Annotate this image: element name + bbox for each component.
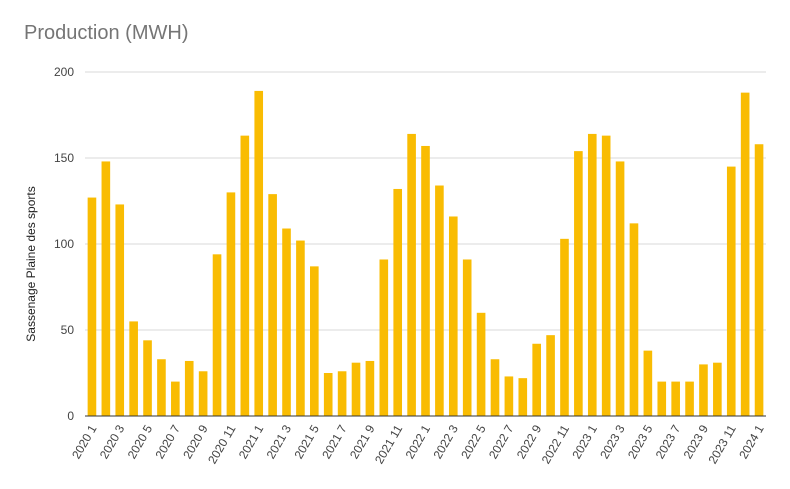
bar <box>713 362 722 416</box>
bar <box>754 144 764 417</box>
bar <box>699 364 708 416</box>
y-axis-ticks: 0 50 100 150 200 <box>54 65 74 423</box>
x-tick-label: 2023 5 <box>625 422 656 461</box>
bar <box>226 192 236 416</box>
x-tick-label: 2020 7 <box>152 422 183 461</box>
x-tick-label: 2021 11 <box>372 422 406 466</box>
bar <box>587 133 597 417</box>
bar <box>101 161 111 416</box>
x-tick-label: 2023 11 <box>705 422 739 466</box>
bar <box>310 266 319 416</box>
bar <box>448 216 458 416</box>
bar <box>560 238 569 416</box>
x-tick-label: 2023 7 <box>653 422 684 461</box>
bar <box>296 240 305 416</box>
bar <box>171 381 180 416</box>
bar <box>407 133 416 417</box>
bar <box>629 223 639 416</box>
bar <box>282 228 291 416</box>
bar <box>143 340 152 416</box>
bar <box>643 350 653 416</box>
y-axis-label: Sassenage Plaine des sports <box>24 186 38 341</box>
bar <box>212 254 222 416</box>
x-tick-label: 2022 1 <box>403 422 434 461</box>
x-tick-label: 2021 3 <box>264 422 295 461</box>
x-tick-label: 2022 11 <box>539 422 573 466</box>
bar <box>490 359 500 416</box>
bar <box>574 151 583 416</box>
bar <box>157 359 166 416</box>
bar <box>518 378 528 416</box>
bar <box>184 360 194 416</box>
bar <box>268 194 277 416</box>
x-tick-label: 2021 1 <box>236 422 267 461</box>
y-tick-label: 50 <box>61 323 75 337</box>
x-tick-label: 2020 3 <box>97 422 128 461</box>
chart-title: Production (MWH) <box>24 22 189 44</box>
bar <box>504 376 514 416</box>
bars <box>87 90 764 417</box>
bar <box>740 92 750 416</box>
y-tick-label: 150 <box>54 151 74 165</box>
bar <box>323 373 333 416</box>
bar <box>671 381 680 416</box>
bar <box>379 259 389 416</box>
x-tick-label: 2022 3 <box>430 422 461 461</box>
y-tick-label: 200 <box>54 65 74 79</box>
x-tick-label: 2022 7 <box>486 422 517 461</box>
y-tick-label: 100 <box>54 237 74 251</box>
bar <box>337 371 347 416</box>
bar <box>198 371 208 416</box>
x-tick-label: 2024 1 <box>736 422 767 461</box>
bar <box>685 381 694 416</box>
x-tick-label: 2020 1 <box>69 422 100 461</box>
bar <box>546 335 555 416</box>
bar <box>657 381 667 416</box>
bar <box>476 312 486 416</box>
bar <box>129 321 138 416</box>
x-tick-label: 2023 1 <box>569 422 600 461</box>
bar <box>435 185 444 416</box>
x-tick-label: 2022 5 <box>458 422 489 461</box>
x-tick-label: 2020 11 <box>205 422 239 466</box>
bar <box>351 362 361 416</box>
bar <box>393 188 403 416</box>
bar <box>601 135 611 416</box>
bar <box>462 259 472 416</box>
x-tick-label: 2020 5 <box>125 422 156 461</box>
bar <box>87 197 97 416</box>
y-tick-label: 0 <box>67 409 74 423</box>
bar <box>615 161 625 416</box>
bar <box>365 360 375 416</box>
bar <box>532 343 541 416</box>
bar <box>254 90 264 417</box>
x-tick-label: 2023 3 <box>597 422 628 461</box>
x-tick-label: 2021 5 <box>291 422 322 461</box>
bar <box>421 145 430 416</box>
bar <box>240 135 250 416</box>
bar <box>726 166 736 416</box>
x-tick-label: 2021 7 <box>319 422 350 461</box>
bar <box>115 204 125 416</box>
